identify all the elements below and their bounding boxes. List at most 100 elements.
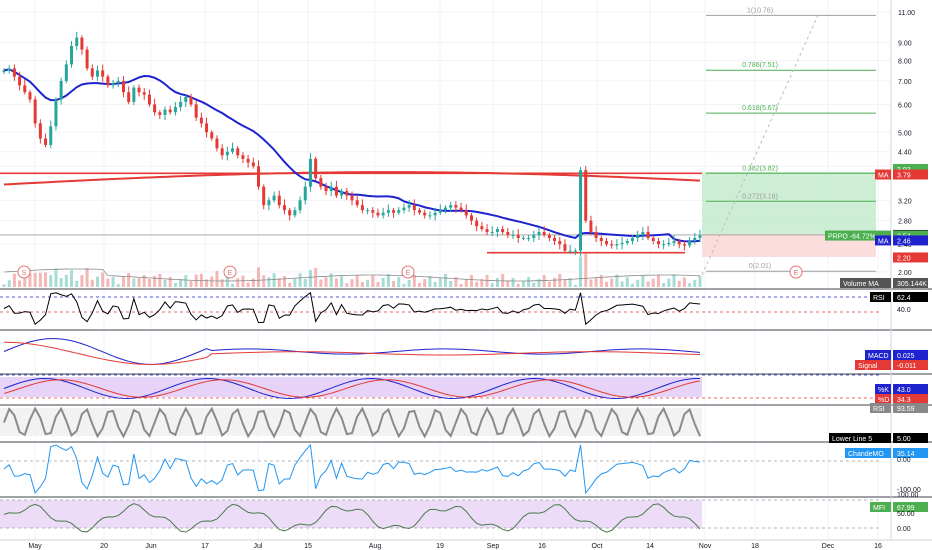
candle-body bbox=[521, 237, 525, 239]
event-marker[interactable] bbox=[17, 265, 31, 279]
volume-bar bbox=[282, 276, 286, 287]
candle-body bbox=[147, 94, 151, 105]
price-label-name: MA bbox=[878, 173, 889, 180]
candle-body bbox=[625, 241, 629, 243]
indicator-name-tag bbox=[870, 502, 891, 512]
candle-body bbox=[127, 92, 131, 102]
candle-body bbox=[376, 212, 380, 216]
candle-body bbox=[101, 70, 105, 77]
volume-bar bbox=[667, 278, 671, 287]
event-marker[interactable] bbox=[789, 265, 803, 279]
candle-body bbox=[121, 80, 125, 93]
indicator-name-tag bbox=[875, 394, 891, 404]
candle-body bbox=[428, 215, 432, 217]
volume-bar bbox=[360, 282, 364, 287]
candle-body bbox=[662, 244, 666, 246]
volume-bar bbox=[563, 279, 567, 287]
candle-body bbox=[329, 186, 333, 192]
volume-bar bbox=[381, 277, 385, 287]
candle-body bbox=[205, 123, 209, 133]
price-label-box bbox=[893, 278, 928, 288]
volume-bar bbox=[251, 278, 255, 287]
volume-bar bbox=[75, 280, 79, 287]
volume-bar bbox=[257, 267, 261, 287]
volume-bar bbox=[158, 273, 162, 287]
candle-body bbox=[475, 220, 479, 227]
fib-label: 0.618(5.67) bbox=[742, 105, 778, 112]
candle-body bbox=[54, 99, 58, 127]
volume-bar bbox=[516, 283, 520, 287]
candle-body bbox=[2, 70, 6, 72]
indicator-value: 5.00 bbox=[897, 436, 911, 443]
volume-bar bbox=[615, 274, 619, 287]
indicator-name-tag bbox=[875, 384, 891, 394]
volume-bar bbox=[651, 278, 655, 287]
volume-bar bbox=[428, 276, 432, 287]
candle-body bbox=[44, 138, 48, 145]
event-marker-label: E bbox=[406, 270, 411, 277]
volume-bar bbox=[459, 284, 463, 287]
volume-bar bbox=[38, 272, 42, 287]
candle-body bbox=[542, 231, 546, 235]
candle-body bbox=[137, 87, 141, 93]
candle-body bbox=[116, 80, 120, 84]
candle-body bbox=[599, 237, 603, 242]
time-tick-label: Nov bbox=[699, 543, 712, 550]
candle-body bbox=[251, 162, 255, 167]
fibonacci-levels: 1(10.76) 0.786(7.51) 0.618(5.67) 0.382(3.82… bbox=[706, 7, 876, 272]
candle-body bbox=[646, 231, 650, 238]
candle-body bbox=[95, 70, 99, 77]
volume-bar bbox=[324, 277, 328, 287]
time-tick-label: May bbox=[28, 543, 42, 550]
indicator-value-box bbox=[893, 433, 928, 443]
volume-bar bbox=[558, 273, 562, 287]
volume-bar bbox=[106, 278, 110, 287]
indicator-tick: 100.00 bbox=[897, 492, 919, 499]
event-marker[interactable] bbox=[223, 265, 237, 279]
candle-body bbox=[366, 210, 370, 212]
fib-label: 0.382(3.82) bbox=[742, 165, 778, 172]
candle-body bbox=[698, 235, 702, 238]
ma-long-line bbox=[3, 171, 701, 186]
price-label-value: 2.20 bbox=[897, 255, 911, 262]
indicator-name-tag bbox=[855, 360, 891, 370]
candle-body bbox=[511, 234, 515, 236]
price-tick-label: 4.40 bbox=[898, 150, 912, 157]
volume-bar bbox=[532, 282, 536, 287]
indicator-name: Lower Line 5 bbox=[832, 436, 872, 443]
volume-bar bbox=[70, 270, 74, 287]
indicator-tick: 50.00 bbox=[897, 511, 915, 518]
volume-bar bbox=[95, 276, 99, 287]
volume-bar bbox=[137, 278, 141, 287]
price-label-name: Volume MA bbox=[843, 281, 879, 288]
volume-bar bbox=[334, 278, 338, 287]
candle-body bbox=[106, 76, 110, 86]
indicator-value: 35.14 bbox=[897, 451, 915, 458]
candle-body bbox=[568, 250, 572, 252]
volume-bar bbox=[189, 281, 193, 287]
volume-bar bbox=[511, 278, 515, 287]
volume-bars bbox=[2, 253, 702, 287]
candle-body bbox=[490, 231, 494, 233]
price-label-tag bbox=[840, 278, 891, 288]
indicator-value: 93.59 bbox=[897, 406, 915, 413]
time-tick-label: Oct bbox=[592, 543, 603, 550]
candle-body bbox=[33, 99, 37, 124]
volume-bar bbox=[132, 278, 136, 287]
candle-body bbox=[173, 107, 177, 113]
price-label-name: MA bbox=[878, 238, 889, 245]
volume-bar bbox=[693, 279, 697, 287]
volume-bar bbox=[397, 277, 401, 287]
candle-body bbox=[80, 37, 84, 50]
volume-bar bbox=[433, 281, 437, 287]
volume-bar bbox=[480, 278, 484, 287]
volume-bar bbox=[308, 270, 312, 287]
volume-bar bbox=[173, 282, 177, 287]
candle-body bbox=[246, 158, 250, 163]
event-marker[interactable] bbox=[401, 265, 415, 279]
time-tick-label: 14 bbox=[646, 543, 654, 550]
candle-body bbox=[553, 237, 557, 242]
indicator-name: %D bbox=[878, 397, 889, 404]
candle-body bbox=[257, 166, 261, 187]
volume-bar bbox=[423, 278, 427, 287]
